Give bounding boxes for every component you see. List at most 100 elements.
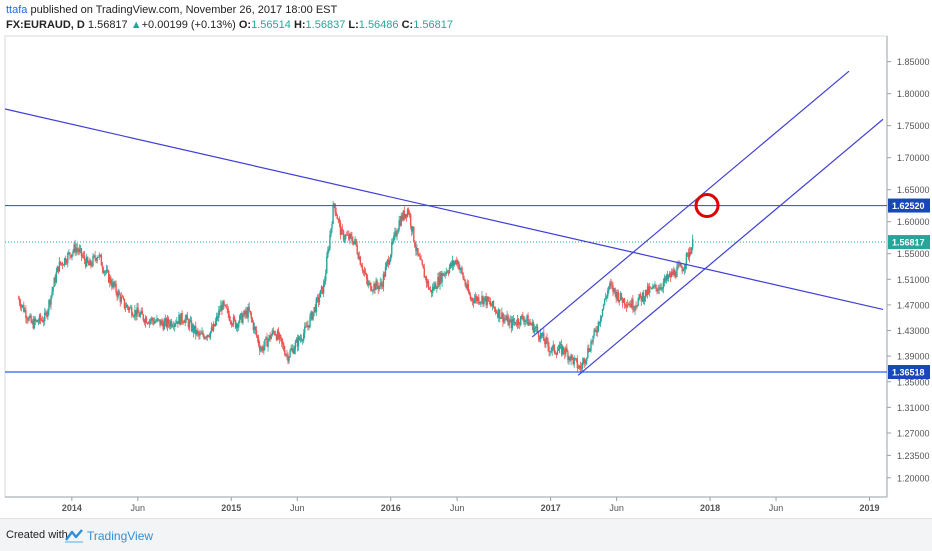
- candle-body: [279, 334, 282, 338]
- candle-body: [308, 325, 310, 328]
- candle-body: [138, 313, 140, 317]
- candle-body: [20, 305, 23, 308]
- candle-body: [533, 328, 536, 333]
- candle-body: [206, 335, 208, 338]
- candle-body: [617, 292, 619, 302]
- candle-body: [502, 312, 504, 323]
- tradingview-brand-link[interactable]: TradingView: [87, 529, 154, 543]
- candle-body: [655, 284, 657, 288]
- candle-body: [356, 245, 358, 254]
- candle-body: [490, 304, 493, 307]
- candle-body: [102, 269, 105, 273]
- candle-body: [420, 259, 422, 261]
- candle-body: [488, 301, 490, 302]
- candle-body: [470, 298, 473, 300]
- candle-body: [167, 318, 170, 324]
- candle-body: [85, 257, 88, 267]
- candle-body: [331, 224, 333, 229]
- candle-body: [435, 283, 437, 289]
- candle-body: [84, 260, 87, 267]
- candle-body: [380, 282, 383, 286]
- candle-body: [362, 270, 365, 272]
- candle-body: [571, 354, 573, 358]
- candle-body: [288, 357, 290, 362]
- price-label-text: 1.62520: [892, 201, 925, 211]
- candle-body: [315, 298, 317, 313]
- candle-body: [626, 304, 629, 307]
- candle-body: [378, 285, 380, 290]
- candle-body: [593, 329, 595, 336]
- candle-body: [192, 324, 195, 333]
- y-tick-label: 1.43000: [897, 326, 930, 336]
- candle-body: [407, 209, 410, 214]
- candle-body: [554, 352, 557, 354]
- candle-body: [275, 335, 278, 340]
- candle-body: [231, 324, 234, 326]
- candle-body: [437, 277, 439, 289]
- candle-body: [261, 347, 263, 351]
- symbol-name[interactable]: FX:EURAUD, D: [6, 19, 85, 31]
- candle-body: [456, 260, 458, 265]
- candle-body: [428, 288, 431, 290]
- candle-body: [307, 325, 309, 328]
- candle-body: [58, 261, 61, 272]
- candle-body: [406, 209, 409, 217]
- candle-body: [321, 286, 324, 294]
- candle-body: [468, 291, 471, 295]
- candle-body: [551, 346, 553, 352]
- candle-body: [604, 297, 607, 299]
- candle-body: [371, 290, 373, 292]
- author-link[interactable]: ttafa: [6, 4, 28, 16]
- candle-body: [34, 318, 37, 322]
- candle-body: [201, 332, 203, 335]
- y-tick-label: 1.20000: [897, 473, 930, 483]
- candle-body: [319, 290, 322, 298]
- candle-body: [37, 321, 40, 323]
- candle-body: [496, 312, 499, 318]
- candle-body: [507, 315, 509, 326]
- candle-body: [346, 235, 348, 236]
- candle-body: [515, 324, 518, 326]
- candle-body: [314, 307, 316, 313]
- candle-body: [247, 306, 249, 318]
- candle-body: [578, 366, 581, 368]
- candle-body: [67, 253, 69, 263]
- candle-body: [160, 320, 162, 326]
- candle-body: [90, 260, 92, 266]
- candle-body: [97, 257, 99, 258]
- candle-body: [512, 318, 515, 323]
- candle-body: [638, 294, 640, 300]
- candle-body: [465, 285, 467, 288]
- candle-body: [611, 284, 613, 286]
- tradingview-logo-icon: [65, 529, 83, 543]
- candle-body: [412, 226, 414, 232]
- candle-body: [525, 319, 527, 321]
- candle-body: [248, 306, 250, 311]
- candle-body: [560, 344, 563, 355]
- candle-body: [190, 320, 193, 331]
- candle-body: [466, 284, 468, 288]
- candle-body: [161, 320, 163, 324]
- price-chart[interactable]: 1.85000 1.80000 1.75000 1.70000 1.65000 1.600…: [0, 0, 932, 518]
- candle-body: [181, 312, 183, 322]
- candle-body: [92, 256, 94, 266]
- candle-body: [350, 233, 352, 237]
- candle-body: [534, 327, 537, 329]
- candle-body: [31, 320, 33, 323]
- candle-body: [398, 220, 400, 230]
- candle-body: [54, 277, 56, 283]
- candle-body: [95, 258, 97, 261]
- candle-body: [384, 266, 387, 277]
- candle-body: [635, 306, 637, 308]
- candle-body: [143, 320, 146, 323]
- candle-body: [572, 357, 574, 365]
- close-label: C:: [401, 19, 414, 31]
- candle-body: [233, 317, 236, 321]
- candle-body: [278, 334, 281, 339]
- candle-body: [326, 256, 328, 274]
- candle-body: [295, 339, 298, 343]
- candle-body: [431, 286, 434, 294]
- candle-body: [91, 265, 93, 267]
- candle-body: [360, 264, 363, 268]
- candle-body: [128, 307, 131, 310]
